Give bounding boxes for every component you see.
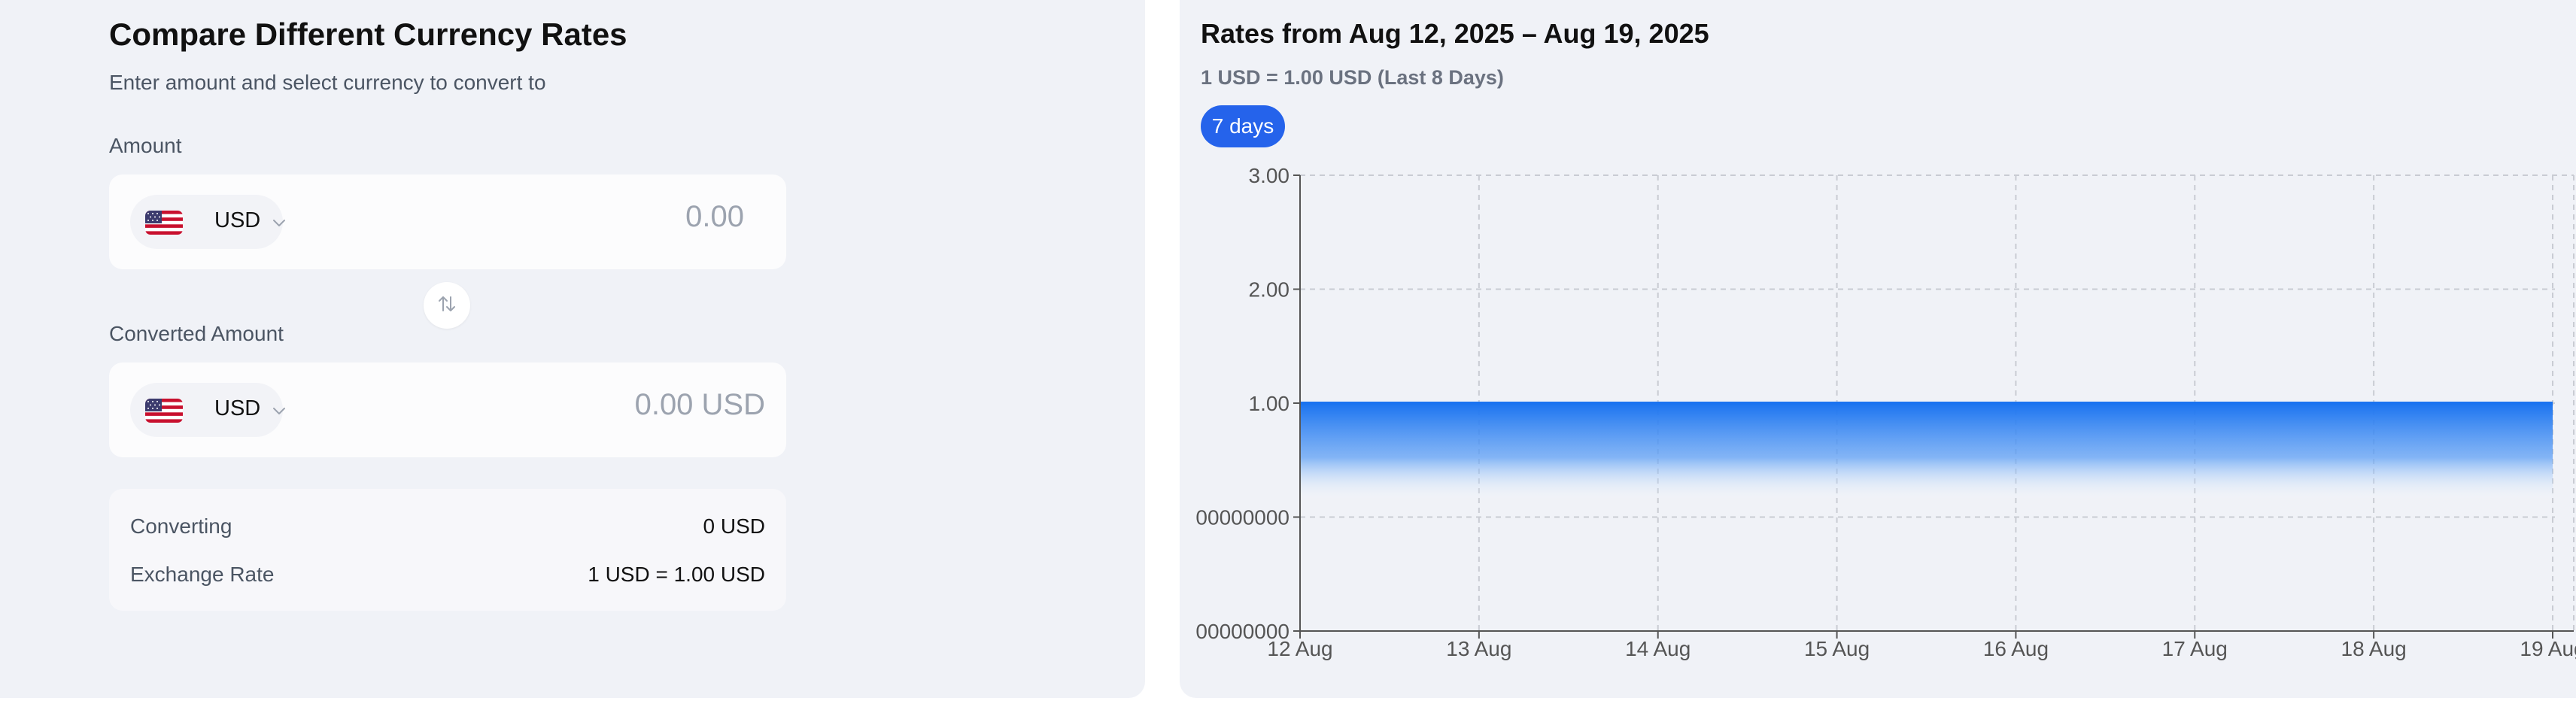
converted-amount-label: Converted Amount [109,322,284,345]
chart-title: Rates from Aug 12, 2025 – Aug 19, 2025 [1201,18,1709,49]
chart-subtitle: 1 USD = 1.00 USD (Last 8 Days) [1201,66,1504,89]
x-tick-label: 17 Aug [2162,637,2228,660]
x-tick-label: 13 Aug [1446,637,1511,660]
converted-amount-value: 0.00 USD [634,388,765,421]
exchange-rate-value: 1 USD = 1.00 USD [588,563,765,586]
from-currency-code: USD [214,208,261,232]
y-tick-label: 1.00 [1249,392,1290,415]
chart-area-layer [1300,402,2553,502]
y-tick-label: 00000000 [1195,506,1290,529]
exchange-rate-label: Exchange Rate [130,563,275,586]
page-title: Compare Different Currency Rates [109,17,627,52]
chevron-down-icon [270,402,288,420]
y-tick-label: 00000000 [1195,620,1290,643]
converting-label: Converting [130,514,232,538]
amount-field[interactable]: USD 0.00 [109,174,786,269]
swap-currencies-button[interactable] [424,282,470,329]
x-tick-label: 14 Aug [1625,637,1690,660]
us-flag-icon [145,211,183,235]
converted-amount-field[interactable]: USD 0.00 USD [109,363,786,457]
to-currency-code: USD [214,396,261,420]
converting-value: 0 USD [703,514,765,538]
converter-panel: Compare Different Currency Rates Enter a… [0,0,1145,698]
chevron-down-icon [270,214,288,232]
chart-axes [1293,174,2574,639]
y-tick-label: 3.00 [1249,164,1290,187]
conversion-summary: Converting 0 USD Exchange Rate 1 USD = 1… [109,489,786,611]
x-tick-label: 18 Aug [2341,637,2407,660]
range-7-days-button[interactable]: 7 days [1201,105,1285,147]
series-area [1300,403,2553,502]
swap-vertical-arrows-icon [436,293,458,319]
x-tick-label: 15 Aug [1804,637,1870,660]
us-flag-icon [145,399,183,423]
rates-panel: Rates from Aug 12, 2025 – Aug 19, 2025 1… [1180,0,2576,698]
amount-input[interactable]: 0.00 [685,200,744,233]
exchange-rate-row: Exchange Rate 1 USD = 1.00 USD [130,563,765,593]
y-tick-label: 2.00 [1249,278,1290,302]
x-tick-label: 16 Aug [1983,637,2049,660]
to-currency-select[interactable]: USD [130,383,285,437]
amount-label: Amount [109,134,182,157]
x-tick-label: 19 Aug [2520,637,2576,660]
x-tick-label: 12 Aug [1267,637,1332,660]
from-currency-select[interactable]: USD [130,195,285,249]
page-subtitle: Enter amount and select currency to conv… [109,71,546,94]
converting-row: Converting 0 USD [130,514,765,545]
